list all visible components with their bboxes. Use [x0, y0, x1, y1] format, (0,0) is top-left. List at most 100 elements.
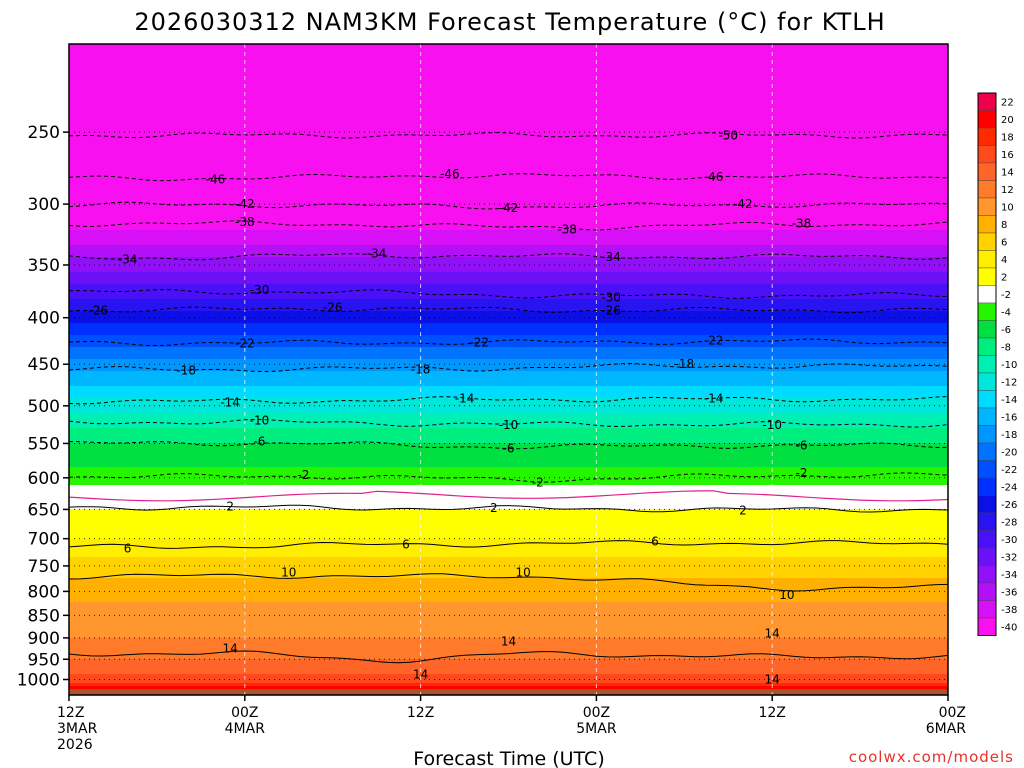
x-tick-label: 00Z [583, 705, 610, 721]
temperature-band [69, 620, 948, 624]
temperature-band [69, 593, 948, 597]
temperature-band [69, 176, 948, 180]
temperature-band [69, 566, 948, 570]
temperature-band [69, 587, 948, 591]
contour-label: -34 [601, 250, 621, 264]
x-tick-label: 12Z [407, 705, 434, 721]
colorbar-label: 14 [1001, 167, 1014, 178]
colorbar-swatch [977, 512, 997, 531]
contour-label: -10 [499, 418, 519, 432]
temperature-band [69, 149, 948, 153]
plot-frame [68, 43, 949, 696]
temperature-band [69, 173, 948, 177]
temperature-band [69, 662, 948, 666]
temperature-band [69, 446, 948, 450]
contour-label: 10 [516, 566, 531, 580]
temperature-band [69, 509, 948, 513]
temperature-band [69, 311, 948, 315]
temperature-band [69, 128, 948, 132]
temperature-band [69, 74, 948, 78]
temperature-band [69, 626, 948, 630]
temperature-band [69, 239, 948, 243]
colorbar-swatch [977, 285, 997, 304]
temperature-band [69, 584, 948, 588]
colorbar-swatch [977, 390, 997, 409]
temperature-band [69, 482, 948, 486]
temperature-band [69, 92, 948, 96]
temperature-band [69, 635, 948, 639]
colorbar-swatch [977, 92, 997, 111]
contour-label: -46 [206, 173, 226, 187]
temperature-band [69, 524, 948, 528]
temperature-band [69, 554, 948, 558]
temperature-band [69, 113, 948, 117]
temperature-band [69, 110, 948, 114]
contour-line [68, 504, 949, 513]
temperature-band [69, 293, 948, 297]
y-tick-label: 650 [28, 500, 60, 520]
temperature-band [69, 581, 948, 585]
temperature-band [69, 89, 948, 93]
temperature-band [69, 671, 948, 675]
colorbar-label: -14 [1001, 395, 1017, 406]
temperature-band [69, 614, 948, 618]
x-tick-label: 2026 [57, 737, 93, 753]
y-tick-label: 850 [28, 606, 60, 626]
temperature-band [69, 143, 948, 147]
x-tick-label: 5MAR [576, 721, 617, 737]
x-tick-label: 3MAR [57, 721, 98, 737]
colorbar-swatch [977, 547, 997, 566]
temperature-band [69, 386, 948, 390]
temperature-band [69, 362, 948, 366]
temperature-band [69, 515, 948, 519]
temperature-band [69, 575, 948, 579]
colorbar-swatch [977, 250, 997, 269]
colorbar-swatch [977, 215, 997, 234]
temperature-band [69, 155, 948, 159]
colorbar-label: 4 [1001, 255, 1007, 266]
temperature-band [69, 677, 948, 681]
temperature-band [69, 545, 948, 549]
temperature-band [69, 533, 948, 537]
temperature-band [69, 395, 948, 399]
temperature-band [69, 449, 948, 453]
temperature-band [69, 521, 948, 525]
colorbar-label: -8 [1001, 342, 1011, 353]
temperature-band [69, 455, 948, 459]
colorbar-swatch [977, 565, 997, 584]
temperature-band [69, 416, 948, 420]
colorbar-swatch [977, 617, 997, 636]
temperature-band [69, 488, 948, 492]
y-tick-label: 350 [28, 256, 60, 276]
temperature-band [69, 221, 948, 225]
freezing-line [68, 490, 949, 502]
colorbar-label: -16 [1001, 412, 1017, 423]
temperature-band [69, 617, 948, 621]
temperature-band [69, 644, 948, 648]
credit-text: coolwx.com/models [849, 748, 1014, 766]
colorbar-frame [977, 92, 997, 636]
contour-label: -42 [499, 201, 519, 215]
colorbar-label: -18 [1001, 430, 1017, 441]
contour-label: -6 [253, 434, 265, 448]
temperature-band [69, 308, 948, 312]
x-tick-label: 00Z [939, 705, 966, 721]
colorbar-label: 8 [1001, 220, 1007, 231]
colorbar-label: 22 [1001, 97, 1014, 108]
chart-title: 2026030312 NAM3KM Forecast Temperature (… [134, 8, 885, 36]
temperature-band [69, 548, 948, 552]
colorbar-label: -20 [1001, 447, 1017, 458]
contour-label: -38 [792, 216, 812, 230]
y-tick-label: 600 [28, 469, 60, 489]
contour-label: -46 [440, 167, 460, 181]
colorbar-swatch [977, 425, 997, 444]
temperature-band [69, 296, 948, 300]
temperature-band [69, 371, 948, 375]
temperature-band [69, 263, 948, 267]
temperature-band [69, 389, 948, 393]
y-tick-label: 700 [28, 530, 60, 550]
temperature-band [69, 257, 948, 261]
temperature-band [69, 332, 948, 336]
contour-label: 2 [226, 499, 234, 513]
